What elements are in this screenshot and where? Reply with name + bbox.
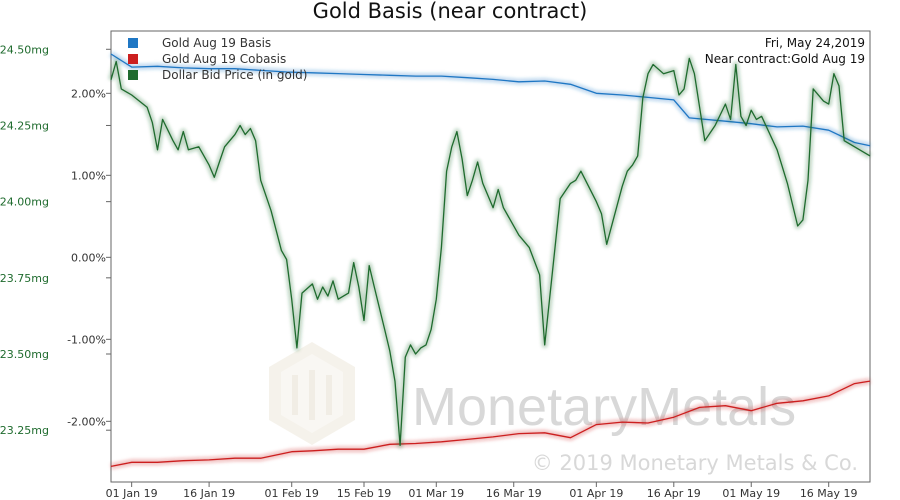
legend-item-cobasis: Gold Aug 19 Cobasis bbox=[128, 52, 286, 66]
left-tick-label: 24.00mg bbox=[0, 196, 49, 209]
x-tick-label: 16 May 19 bbox=[800, 487, 858, 500]
left-tick-label: 23.25mg bbox=[0, 424, 49, 437]
series-line-price bbox=[110, 57, 871, 447]
plot-area bbox=[110, 30, 871, 483]
info-box: Fri, May 24,2019 Near contract:Gold Aug … bbox=[705, 36, 865, 66]
x-tick-label: 01 Apr 19 bbox=[569, 487, 623, 500]
right-tick-label: -2.00% bbox=[67, 415, 106, 428]
legend-item-basis: Gold Aug 19 Basis bbox=[128, 36, 271, 50]
watermark: MonetaryMetals © 2019 Monetary Metals & … bbox=[269, 342, 858, 475]
left-tick-label: 24.50mg bbox=[0, 43, 49, 56]
legend-swatch-price bbox=[128, 70, 138, 80]
right-tick-label: -1.00% bbox=[67, 333, 106, 346]
left-tick-label: 23.50mg bbox=[0, 348, 49, 361]
right-tick-label: 1.00% bbox=[71, 169, 106, 182]
x-tick-label: 01 May 19 bbox=[722, 487, 780, 500]
legend-item-price: Dollar Bid Price (in gold) bbox=[128, 68, 307, 82]
left-axis: 24.50mg 24.25mg 24.00mg 23.75mg 23.50mg 23.25… bbox=[0, 43, 111, 437]
legend: Gold Aug 19 Basis Gold Aug 19 Cobasis Do… bbox=[128, 36, 307, 82]
legend-label-basis: Gold Aug 19 Basis bbox=[162, 36, 271, 50]
x-tick-label: 01 Mar 19 bbox=[408, 487, 464, 500]
watermark-copyright: © 2019 Monetary Metals & Co. bbox=[532, 451, 858, 475]
x-axis: 01 Jan 19 16 Jan 19 01 Feb 19 15 Feb 19 01 M… bbox=[106, 482, 858, 500]
right-axis: 2.00% 1.00% 0.00% -1.00% -2.00% bbox=[67, 87, 111, 428]
legend-swatch-cobasis bbox=[128, 54, 138, 64]
right-tick-label: 0.00% bbox=[71, 251, 106, 264]
watermark-logo-icon bbox=[269, 342, 355, 445]
legend-swatch-basis bbox=[128, 38, 138, 48]
info-date: Fri, May 24,2019 bbox=[765, 36, 865, 50]
legend-label-cobasis: Gold Aug 19 Cobasis bbox=[162, 52, 286, 66]
x-tick-label: 01 Feb 19 bbox=[264, 487, 318, 500]
series-line-cobasis bbox=[110, 380, 871, 468]
series-line-basis bbox=[110, 53, 871, 147]
legend-label-price: Dollar Bid Price (in gold) bbox=[162, 68, 307, 82]
x-tick-label: 15 Feb 19 bbox=[337, 487, 391, 500]
x-tick-label: 16 Jan 19 bbox=[183, 487, 235, 500]
right-tick-label: 2.00% bbox=[71, 87, 106, 100]
left-tick-label: 24.25mg bbox=[0, 119, 49, 132]
chart-title: Gold Basis (near contract) bbox=[313, 0, 588, 23]
x-tick-label: 01 Jan 19 bbox=[106, 487, 158, 500]
x-tick-label: 16 Apr 19 bbox=[647, 487, 701, 500]
left-tick-label: 23.75mg bbox=[0, 272, 49, 285]
series-layer bbox=[108, 51, 872, 470]
x-tick-label: 16 Mar 19 bbox=[486, 487, 542, 500]
info-contract: Near contract:Gold Aug 19 bbox=[705, 52, 865, 66]
